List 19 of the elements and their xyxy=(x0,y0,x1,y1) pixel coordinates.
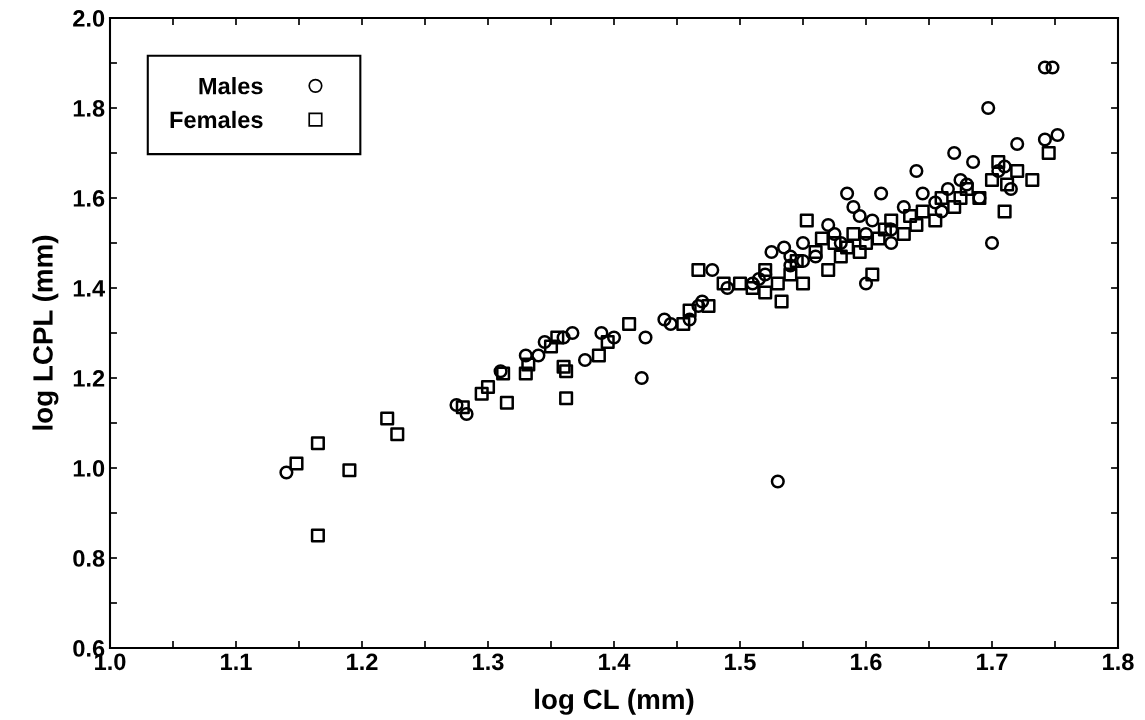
y-tick-label: 1.4 xyxy=(73,280,106,297)
y-tick-label: 1.8 xyxy=(73,100,105,117)
x-tick-label: 1.1 xyxy=(221,653,252,670)
y-tick-label: 1.0 xyxy=(73,460,105,477)
y-tick-label: 1.2 xyxy=(73,370,105,387)
legend-label: Females xyxy=(170,110,263,129)
y-tick-label: 2.0 xyxy=(73,10,105,27)
x-tick-label: 1.6 xyxy=(851,653,882,671)
x-axis-title: log CL (mm) xyxy=(535,688,694,715)
x-tick-label: 1.7 xyxy=(977,653,1008,670)
legend-label: Males xyxy=(199,77,263,95)
y-tick-label: 0.8 xyxy=(73,550,105,567)
x-tick-label: 1.2 xyxy=(347,653,378,670)
y-axis-title: log LCPL (mm) xyxy=(32,235,59,430)
y-tick-label: 1.6 xyxy=(73,190,105,207)
x-tick-label: 1.8 xyxy=(1103,653,1134,671)
x-tick-label: 1.5 xyxy=(725,653,756,671)
x-tick-label: 1.3 xyxy=(473,653,504,671)
x-tick-label: 1.4 xyxy=(599,653,631,670)
